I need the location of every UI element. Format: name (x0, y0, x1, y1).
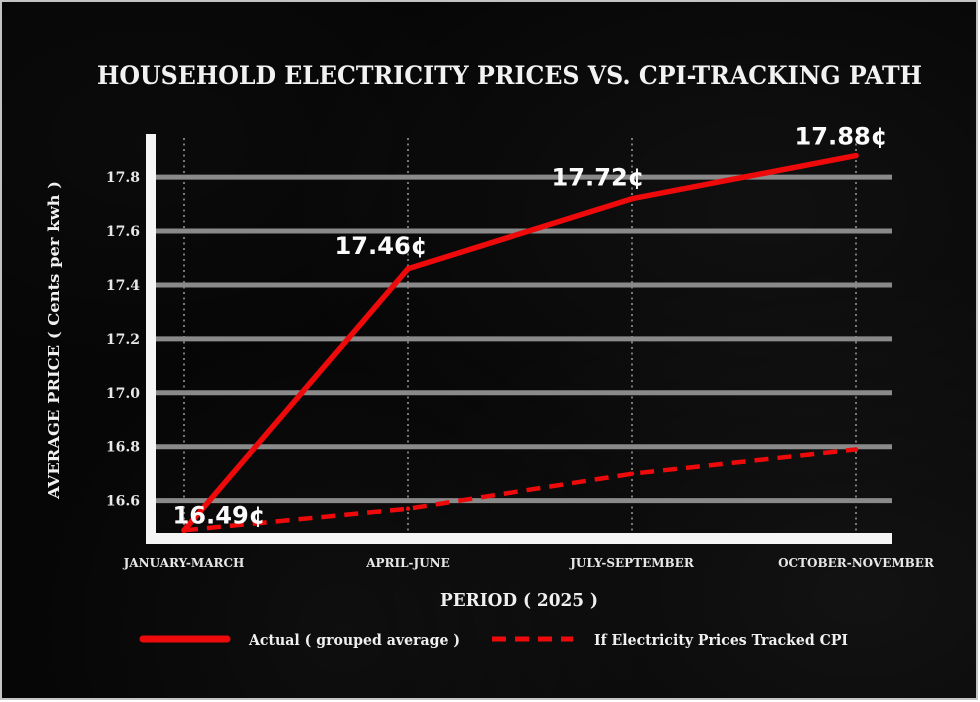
actual-data-point (853, 152, 859, 159)
legend-item-actual: Actual ( grouped average ) (139, 631, 460, 649)
x-axis-title: PERIOD ( 2025 ) (440, 590, 598, 611)
data-label: 17.88¢ (795, 123, 888, 151)
data-label: 16.49¢ (173, 501, 266, 529)
y-tick-label: 17.2 (106, 332, 140, 348)
chart-title: HOUSEHOLD ELECTRICITY PRICES VS. CPI-TRA… (97, 61, 922, 90)
x-tick-label: OCTOBER-NOVEMBER (778, 556, 935, 570)
cpi-data-point (629, 471, 635, 476)
x-tick-label: JANUARY-MARCH (123, 556, 245, 570)
legend-label-actual: Actual ( grouped average ) (248, 631, 460, 649)
actual-data-point (181, 527, 187, 534)
y-tick-label: 17.4 (106, 278, 140, 294)
vertical-gridlines (183, 138, 857, 531)
data-labels: 16.49¢ 17.46¢ 17.72¢ 17.88¢ (173, 123, 888, 530)
legend-item-cpi: If Electricity Prices Tracked CPI (492, 631, 848, 649)
data-label: 17.72¢ (552, 164, 645, 192)
x-tick-label: APRIL-JUNE (365, 556, 450, 570)
y-tick-label: 16.6 (106, 494, 140, 510)
actual-data-point (405, 266, 411, 272)
y-axis-title: AVERAGE PRICE ( Cents per kwh ) (45, 181, 63, 500)
y-tick-label: 17.8 (106, 170, 140, 186)
y-tick-label: 17.6 (106, 224, 140, 240)
horizontal-gridlines (156, 174, 892, 504)
y-tick-label: 16.8 (106, 440, 140, 456)
y-axis-tick-labels: 16.6 16.8 17.0 17.2 17.4 17.6 17.8 (106, 170, 140, 510)
legend-label-cpi: If Electricity Prices Tracked CPI (594, 631, 848, 649)
y-tick-label: 17.0 (106, 386, 140, 402)
data-label: 17.46¢ (335, 232, 428, 260)
cpi-tracking-series-line (183, 447, 857, 533)
cpi-data-point (853, 447, 859, 452)
cpi-data-point (405, 506, 411, 511)
legend: Actual ( grouped average ) If Electricit… (139, 631, 848, 649)
x-axis-line (146, 533, 892, 544)
y-axis-line (146, 134, 156, 544)
x-axis-tick-labels: JANUARY-MARCH APRIL-JUNE JULY-SEPTEMBER OCT… (123, 556, 935, 570)
actual-series-line (181, 152, 859, 534)
series-layer (181, 152, 859, 534)
x-tick-label: JULY-SEPTEMBER (569, 556, 695, 570)
actual-data-point (629, 195, 635, 202)
